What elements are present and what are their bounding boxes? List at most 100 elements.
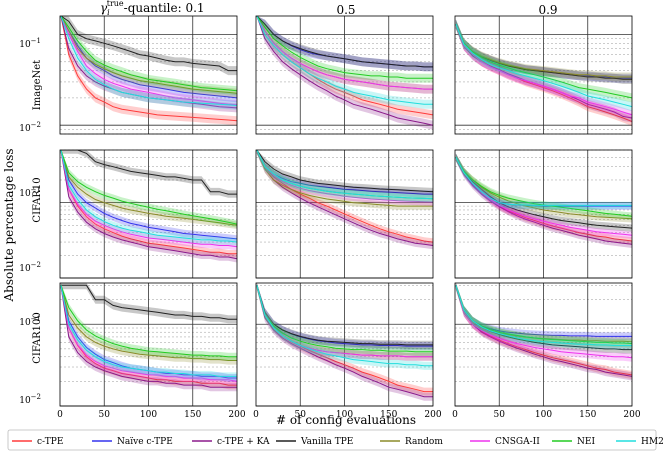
band-Random: [256, 150, 433, 210]
band-CNSGA-II: [256, 150, 433, 206]
row-label-cifar10: CIFAR10: [32, 177, 43, 222]
y-tick-label: 10−2: [19, 393, 41, 406]
series-group: [60, 283, 237, 392]
series-line-HM2: [455, 285, 632, 346]
x-tick-label: 200: [424, 410, 441, 420]
series-line-c-TPE: [60, 150, 237, 255]
series-line-c-TPE + KA: [60, 150, 237, 260]
panel-imagenet-0.5: [255, 15, 434, 135]
series-line-NEI: [60, 16, 237, 92]
band-HM2: [455, 153, 632, 210]
series-line-Vanilla TPE: [256, 285, 433, 346]
series-line-HM2: [60, 285, 237, 377]
series-group: [455, 153, 632, 248]
band-Vanilla TPE: [60, 283, 237, 324]
series-group: [256, 150, 433, 250]
x-tick-label: 200: [623, 410, 640, 420]
series-line-NEI: [256, 16, 433, 79]
band-c-TPE: [60, 150, 237, 258]
x-tick-label: 50: [494, 410, 506, 420]
series-line-c-TPE + KA: [256, 285, 433, 398]
series-line-Random: [256, 150, 433, 207]
x-tick-label: 150: [579, 410, 596, 420]
series-line-Random: [60, 16, 237, 94]
y-tick-label: 10−2: [19, 261, 41, 274]
series-line-Naïve c-TPE: [256, 150, 433, 195]
series-line-CNSGA-II: [60, 150, 237, 248]
series-line-CNSGA-II: [256, 16, 433, 90]
series-line-Naïve c-TPE: [60, 150, 237, 240]
panel-frame: [454, 15, 633, 135]
series-line-c-TPE + KA: [455, 157, 632, 245]
band-c-TPE + KA: [455, 153, 632, 248]
series-line-HM2: [455, 24, 632, 108]
band-CNSGA-II: [455, 153, 632, 239]
band-Naïve c-TPE: [455, 19, 632, 83]
panel-imagenet-0.9: [454, 15, 633, 135]
band-Random: [455, 283, 632, 346]
x-tick-label: 100: [535, 410, 552, 420]
series-line-HM2: [256, 150, 433, 200]
legend-label: NEI: [577, 437, 595, 447]
x-tick-label: 150: [184, 410, 201, 420]
band-CNSGA-II: [256, 16, 433, 94]
panel-frame: [454, 149, 633, 279]
band-NEI: [455, 283, 632, 348]
series-line-Vanilla TPE: [60, 150, 237, 195]
series-line-NEI: [60, 285, 237, 358]
band-c-TPE + KA: [60, 150, 237, 263]
series-line-Random: [60, 150, 237, 226]
band-Naïve c-TPE: [256, 150, 433, 198]
x-tick-label: 0: [452, 410, 458, 420]
y-tick-label: 10−1: [19, 37, 41, 50]
band-c-TPE + KA: [455, 283, 632, 381]
series-line-NEI: [256, 285, 433, 353]
series-line-CNSGA-II: [455, 24, 632, 116]
grid: [256, 283, 433, 407]
panel-frame: [59, 149, 238, 279]
panel-cifar100-0.5: 0 50 100 150 200: [253, 282, 442, 420]
column-title-quantile-0.9: 0.9: [538, 3, 557, 17]
band-NEI: [256, 283, 433, 356]
panel-cifar100-0.9: 0 50 100 150 200: [452, 282, 641, 420]
column-title-quantile-0.1: γitrue-quantile: 0.1: [100, 0, 205, 17]
series-group: [256, 16, 433, 130]
band-HM2: [455, 283, 632, 350]
series-line-Vanilla TPE: [60, 284, 237, 320]
band-c-TPE: [455, 153, 632, 245]
legend-label: c-TPE + KA: [217, 437, 270, 447]
series-line-HM2: [256, 16, 433, 105]
legend-label: CNSGA-II: [495, 437, 540, 447]
x-tick-label: 0: [57, 410, 63, 420]
band-Vanilla TPE: [455, 153, 632, 232]
x-tick-label: 100: [336, 410, 353, 420]
y-tick-label: 10−1: [19, 315, 41, 328]
series-line-CNSGA-II: [455, 285, 632, 359]
panel-frame: [454, 282, 633, 407]
band-HM2: [256, 150, 433, 203]
band-Naïve c-TPE: [60, 150, 237, 243]
panel-cifar10-0.9: [454, 149, 633, 279]
legend-label: HM2: [641, 437, 664, 447]
band-c-TPE: [256, 16, 433, 120]
band-Random: [256, 283, 433, 361]
panel-imagenet-0.1: [59, 15, 238, 135]
x-tick-label: 150: [380, 410, 397, 420]
series-line-Vanilla TPE: [256, 150, 433, 193]
y-tick-label: 10−2: [19, 121, 41, 134]
band-c-TPE: [455, 283, 632, 379]
series-line-c-TPE + KA: [256, 16, 433, 126]
series-line-CNSGA-II: [256, 150, 433, 203]
series-line-Random: [455, 24, 632, 78]
y-axis-label: Absolute percentage loss: [2, 148, 16, 302]
series-line-c-TPE + KA: [455, 285, 632, 377]
band-NEI: [256, 16, 433, 83]
band-HM2: [60, 16, 237, 110]
panel-frame: [59, 15, 238, 135]
panel-frame: [255, 149, 434, 279]
series-line-c-TPE + KA: [60, 285, 237, 388]
series-line-c-TPE: [256, 150, 433, 243]
band-CNSGA-II: [256, 283, 433, 361]
series-line-HM2: [256, 285, 433, 367]
